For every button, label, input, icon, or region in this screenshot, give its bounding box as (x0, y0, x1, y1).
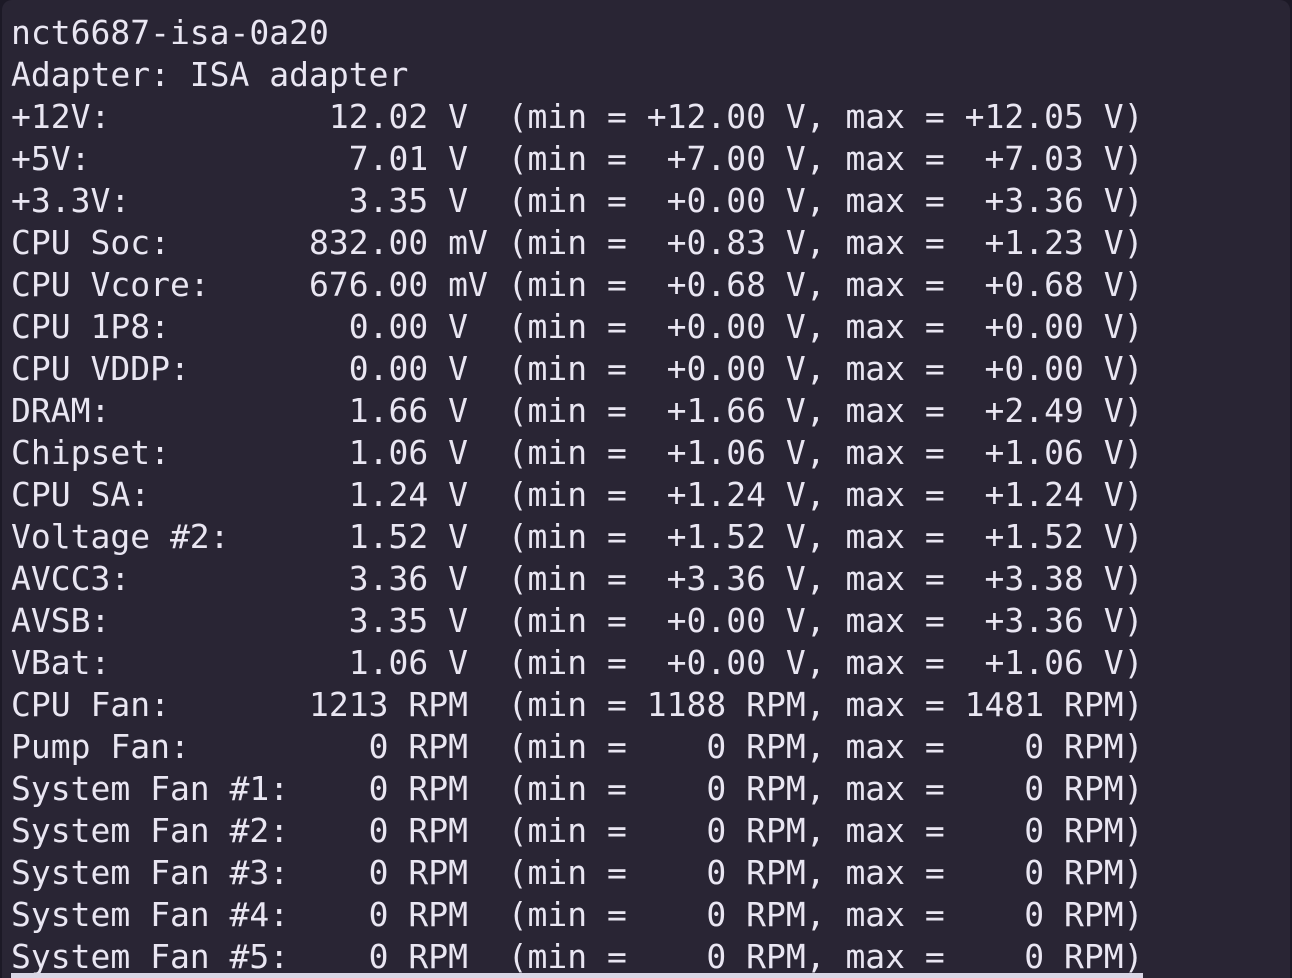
sensor-line: Pump Fan: 0 RPM (min = 0 RPM, max = 0 RP… (11, 727, 1144, 766)
sensor-rows: +12V: 12.02 V (min = +12.00 V, max = +12… (11, 96, 1290, 978)
status-bar-edge (11, 973, 1144, 978)
sensor-line: CPU Vcore: 676.00 mV (min = +0.68 V, max… (11, 265, 1144, 304)
sensor-line: Chipset: 1.06 V (min = +1.06 V, max = +1… (11, 433, 1144, 472)
sensor-line: VBat: 1.06 V (min = +0.00 V, max = +1.06… (11, 643, 1144, 682)
sensor-line: Voltage #2: 1.52 V (min = +1.52 V, max =… (11, 517, 1144, 556)
sensor-line: DRAM: 1.66 V (min = +1.66 V, max = +2.49… (11, 391, 1144, 430)
sensor-line: +12V: 12.02 V (min = +12.00 V, max = +12… (11, 97, 1144, 136)
sensor-line: CPU VDDP: 0.00 V (min = +0.00 V, max = +… (11, 349, 1144, 388)
sensor-line: System Fan #1: 0 RPM (min = 0 RPM, max =… (11, 769, 1144, 808)
sensor-line: CPU 1P8: 0.00 V (min = +0.00 V, max = +0… (11, 307, 1144, 346)
sensor-line: System Fan #5: 0 RPM (min = 0 RPM, max =… (11, 937, 1144, 976)
sensor-line: +3.3V: 3.35 V (min = +0.00 V, max = +3.3… (11, 181, 1144, 220)
adapter-line: Adapter: ISA adapter (11, 55, 409, 94)
sensor-line: CPU SA: 1.24 V (min = +1.24 V, max = +1.… (11, 475, 1144, 514)
chip-name: nct6687-isa-0a20 (11, 13, 329, 52)
sensor-line: AVSB: 3.35 V (min = +0.00 V, max = +3.36… (11, 601, 1144, 640)
sensor-line: System Fan #4: 0 RPM (min = 0 RPM, max =… (11, 895, 1144, 934)
sensor-line: CPU Fan: 1213 RPM (min = 1188 RPM, max =… (11, 685, 1144, 724)
sensor-line: System Fan #3: 0 RPM (min = 0 RPM, max =… (11, 853, 1144, 892)
sensor-line: AVCC3: 3.36 V (min = +3.36 V, max = +3.3… (11, 559, 1144, 598)
sensor-line: +5V: 7.01 V (min = +7.00 V, max = +7.03 … (11, 139, 1144, 178)
sensor-line: CPU Soc: 832.00 mV (min = +0.83 V, max =… (11, 223, 1144, 262)
sensor-line: System Fan #2: 0 RPM (min = 0 RPM, max =… (11, 811, 1144, 850)
